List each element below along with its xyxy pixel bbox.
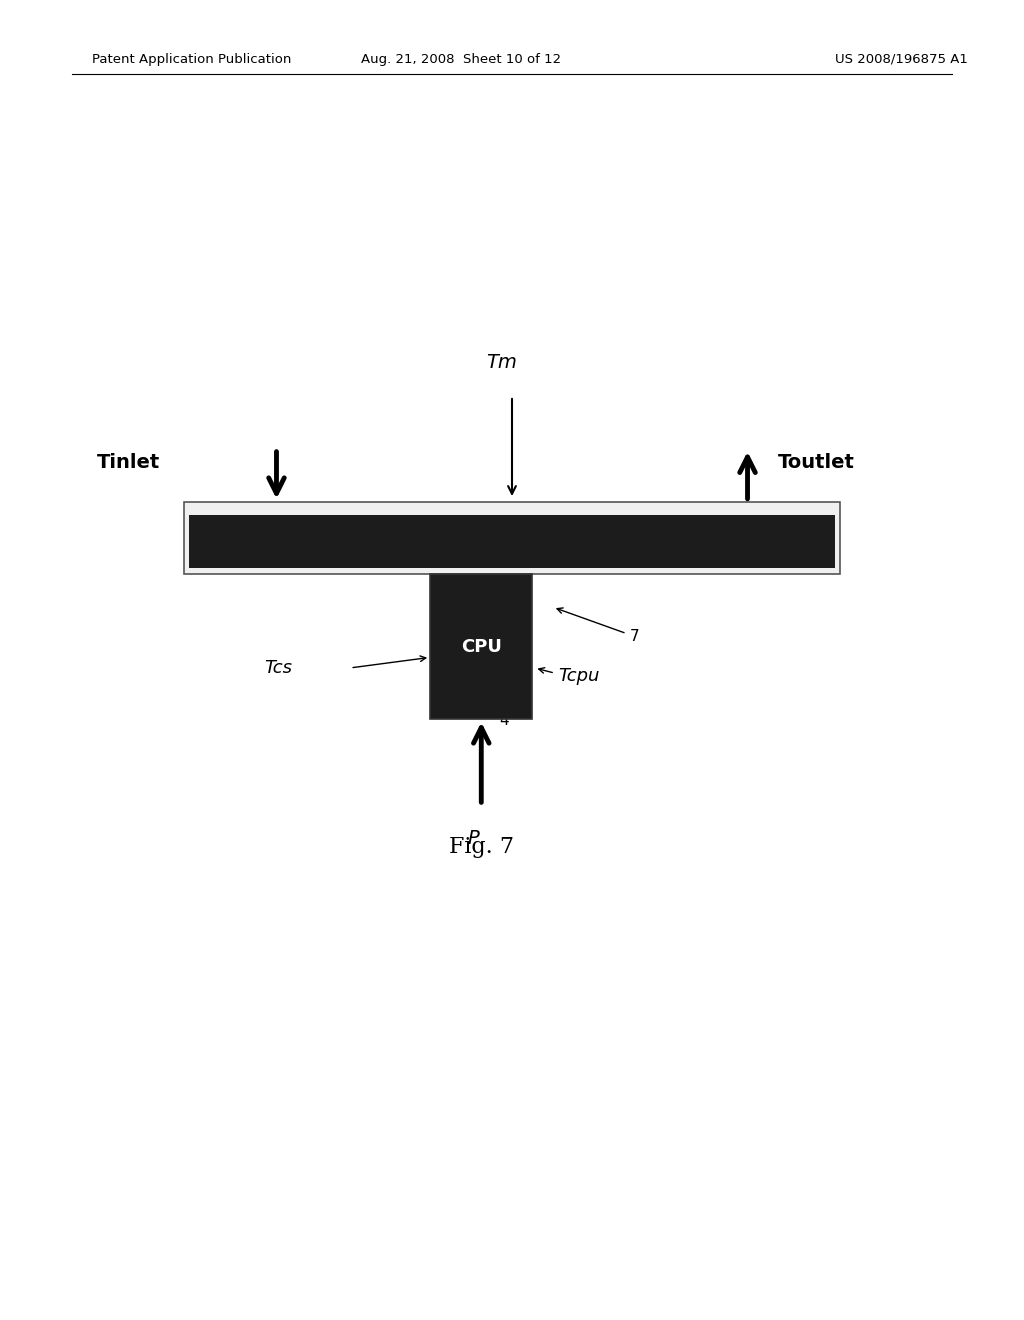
Text: CPU: CPU xyxy=(461,638,502,656)
Text: Toutlet: Toutlet xyxy=(778,453,855,471)
Bar xyxy=(184,502,840,574)
Text: Fig. 7: Fig. 7 xyxy=(449,837,514,858)
Text: Tinlet: Tinlet xyxy=(97,453,161,471)
Text: 4: 4 xyxy=(500,713,509,727)
Text: 7: 7 xyxy=(630,628,639,644)
Text: P: P xyxy=(467,829,479,847)
Text: Tm: Tm xyxy=(486,354,517,372)
Text: US 2008/196875 A1: US 2008/196875 A1 xyxy=(835,53,968,66)
Text: Tcs: Tcs xyxy=(264,659,292,677)
Text: Patent Application Publication: Patent Application Publication xyxy=(92,53,292,66)
Text: Tcpu: Tcpu xyxy=(558,667,599,685)
Text: Aug. 21, 2008  Sheet 10 of 12: Aug. 21, 2008 Sheet 10 of 12 xyxy=(360,53,561,66)
Bar xyxy=(189,515,835,568)
Bar xyxy=(430,574,532,719)
